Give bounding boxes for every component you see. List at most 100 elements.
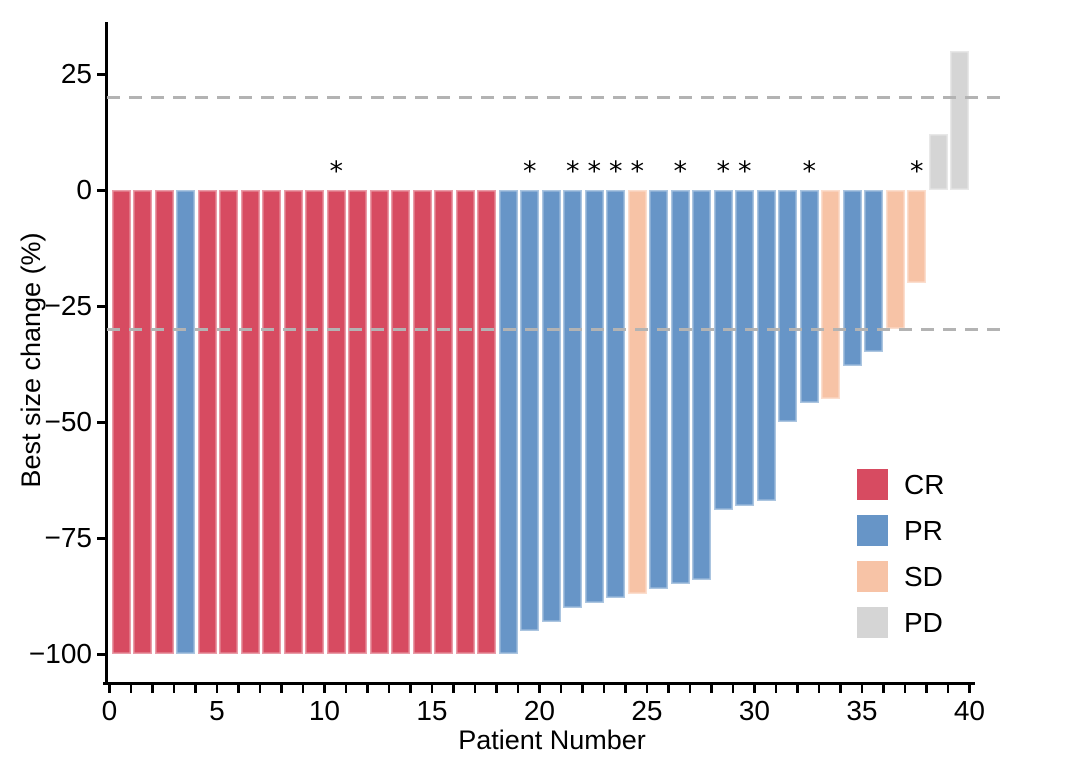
bar-patient-19 <box>498 190 518 654</box>
x-tick <box>968 685 971 693</box>
x-tick-label: 20 <box>523 695 555 726</box>
bar-patient-24 <box>606 190 626 599</box>
bar-patient-34 <box>821 190 841 399</box>
bar-patient-6 <box>219 190 239 654</box>
x-tick <box>946 685 950 693</box>
y-tick <box>97 72 105 76</box>
x-tick-label: 5 <box>209 695 225 726</box>
x-tick <box>667 685 670 693</box>
significance-asterisk-patient-22: * <box>565 156 580 187</box>
x-tick <box>688 685 692 693</box>
y-tick <box>97 536 105 540</box>
x-tick <box>409 685 412 693</box>
x-tick <box>129 685 133 693</box>
y-axis-line <box>105 22 109 685</box>
x-tick-label: 25 <box>631 695 663 726</box>
x-tick <box>387 685 391 693</box>
y-tick-label: −25 <box>44 290 93 321</box>
x-tick <box>839 685 842 693</box>
bar-patient-38 <box>907 190 927 283</box>
bar-patient-17 <box>455 190 475 654</box>
bar-patient-22 <box>563 190 583 608</box>
x-tick <box>796 685 799 693</box>
bar-patient-18 <box>477 190 497 654</box>
bar-patient-4 <box>176 190 196 654</box>
x-tick <box>237 685 240 693</box>
x-tick <box>172 685 176 693</box>
bar-patient-28 <box>692 190 712 580</box>
x-tick <box>860 685 864 693</box>
x-tick-label: 0 <box>101 695 118 726</box>
x-tick <box>602 685 606 693</box>
x-tick <box>753 685 756 693</box>
y-tick-label: −75 <box>44 522 93 553</box>
y-tick <box>97 188 105 192</box>
bar-patient-40 <box>950 50 970 190</box>
legend-swatch-pd <box>857 607 888 638</box>
bar-patient-27 <box>670 190 690 585</box>
bar-patient-12 <box>348 190 368 654</box>
significance-asterisk-patient-11: * <box>329 156 343 187</box>
x-tick <box>645 685 649 693</box>
x-tick <box>473 685 477 693</box>
x-axis-title: Patient Number <box>458 725 646 755</box>
bar-patient-35 <box>842 190 862 367</box>
x-tick <box>323 685 326 693</box>
significance-asterisk-patient-33: * <box>802 156 816 187</box>
x-axis-line <box>103 682 975 686</box>
y-tick-label: −50 <box>44 406 93 437</box>
bar-patient-16 <box>434 190 454 654</box>
y-axis-title: Best size change (%) <box>16 232 46 488</box>
y-tick <box>97 304 105 308</box>
x-tick <box>258 685 262 693</box>
x-tick <box>559 685 563 693</box>
y-tick-label: 0 <box>76 174 92 205</box>
y-tick <box>97 420 105 424</box>
bar-patient-7 <box>240 190 260 654</box>
x-tick <box>774 685 778 693</box>
bar-patient-2 <box>133 190 153 654</box>
bar-patient-30 <box>735 190 755 506</box>
bar-patient-8 <box>262 190 282 654</box>
bar-patient-32 <box>778 190 798 422</box>
significance-asterisk-patient-38: * <box>909 156 924 187</box>
x-tick <box>581 685 584 693</box>
significance-asterisk-patient-25: * <box>630 156 644 187</box>
x-tick <box>624 685 627 693</box>
x-tick <box>344 685 348 693</box>
bar-patient-39 <box>928 134 948 190</box>
legend-label-cr: CR <box>904 469 945 500</box>
bar-patient-13 <box>369 190 389 654</box>
x-tick-label: 40 <box>953 695 985 726</box>
legend-label-pd: PD <box>904 607 943 638</box>
bar-patient-14 <box>391 190 411 654</box>
bar-patient-20 <box>520 190 540 631</box>
significance-asterisk-patient-29: * <box>716 156 730 187</box>
legend-swatch-sd <box>857 561 888 592</box>
bar-patient-15 <box>412 190 432 654</box>
significance-asterisk-patient-20: * <box>522 156 537 187</box>
bar-patient-23 <box>584 190 604 603</box>
bar-patient-31 <box>756 190 776 501</box>
legend-label-sd: SD <box>904 561 943 592</box>
bar-patient-5 <box>197 190 217 654</box>
x-tick <box>280 685 283 693</box>
x-tick <box>903 685 907 693</box>
bar-patient-9 <box>283 190 303 654</box>
bar-patient-1 <box>111 190 131 654</box>
x-tick <box>731 685 735 693</box>
significance-asterisk-patient-30: * <box>737 156 752 187</box>
x-tick-label: 35 <box>846 695 878 726</box>
x-tick <box>215 685 219 693</box>
x-tick <box>108 685 111 693</box>
legend-label-pr: PR <box>904 515 943 546</box>
x-tick-label: 10 <box>308 695 340 726</box>
significance-asterisk-patient-27: * <box>673 156 687 187</box>
x-tick <box>882 685 885 693</box>
legend-swatch-pr <box>857 515 888 546</box>
x-tick <box>925 685 928 693</box>
reference-line-upper <box>107 95 1005 99</box>
bar-patient-10 <box>305 190 325 654</box>
x-tick <box>817 685 821 693</box>
significance-asterisk-patient-23: * <box>587 156 601 187</box>
